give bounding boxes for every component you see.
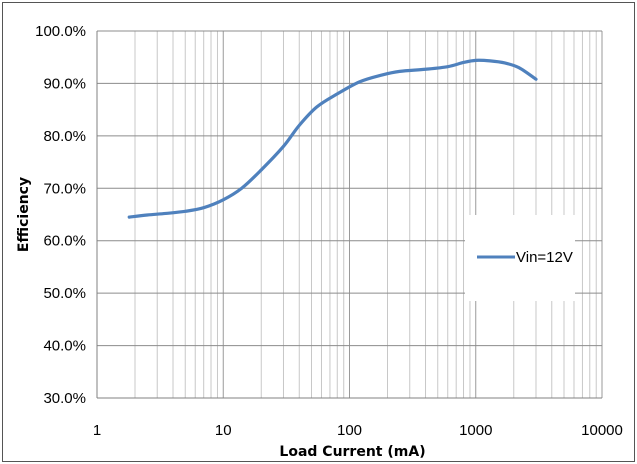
- y-tick-label: 90.0%: [43, 75, 86, 92]
- x-axis-title: Load Current (mA): [279, 444, 425, 460]
- y-tick-label: 30.0%: [43, 390, 86, 407]
- y-tick-label: 40.0%: [43, 338, 86, 355]
- y-axis-title: Efficiency: [16, 177, 32, 252]
- legend: Vin=12V: [465, 215, 575, 301]
- x-tick-label: 100: [337, 422, 362, 439]
- x-tick-label: 1000: [459, 422, 492, 439]
- y-tick-label: 60.0%: [43, 233, 86, 250]
- x-tick-labels: 1 10 100 1000 10000: [93, 422, 623, 439]
- y-tick-labels: 30.0% 40.0% 50.0% 60.0% 70.0% 80.0% 90.0% 100.0…: [35, 23, 86, 407]
- y-tick-label: 100.0%: [35, 23, 86, 40]
- y-tick-label: 70.0%: [43, 180, 86, 197]
- efficiency-chart: 30.0% 40.0% 50.0% 60.0% 70.0% 80.0% 90.0% 100.0…: [16, 23, 623, 460]
- series-line: [127, 58, 538, 219]
- x-tick-label: 10000: [581, 422, 623, 439]
- series-lines: [127, 58, 538, 219]
- x-tick-label: 10: [215, 422, 232, 439]
- y-tick-label: 80.0%: [43, 128, 86, 145]
- grid-lines: [96, 30, 603, 399]
- y-tick-label: 50.0%: [43, 285, 86, 302]
- x-tick-label: 1: [93, 422, 101, 439]
- legend-label: Vin=12V: [516, 249, 573, 266]
